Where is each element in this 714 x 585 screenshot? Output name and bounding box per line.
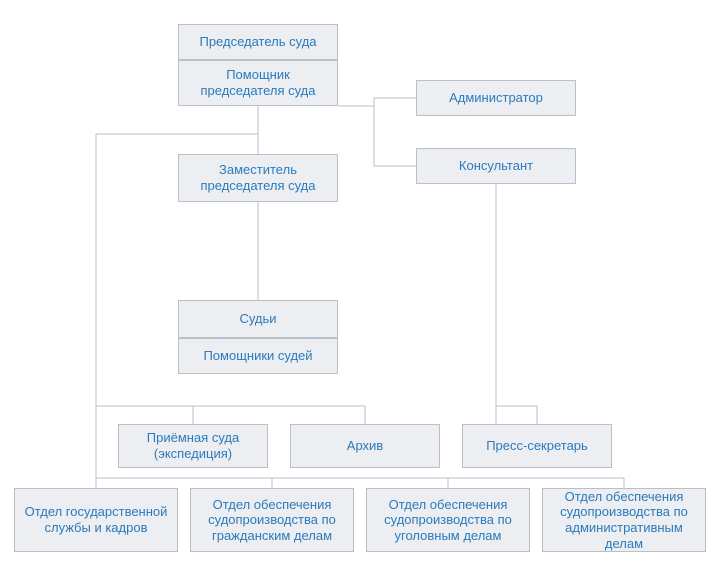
node-consult: Консультант xyxy=(416,148,576,184)
node-label: Заместитель председателя суда xyxy=(185,162,331,193)
node-label: Администратор xyxy=(449,90,543,106)
node-civ: Отдел обеспечения судопроизводства по гр… xyxy=(190,488,354,552)
node-crim: Отдел обеспечения судопроизводства по уг… xyxy=(366,488,530,552)
node-judges: Судьи xyxy=(178,300,338,338)
edge xyxy=(496,406,537,424)
node-hr: Отдел государственной службы и кадров xyxy=(14,488,178,552)
node-label: Пресс-секретарь xyxy=(486,438,588,454)
edge xyxy=(96,406,365,424)
node-label: Архив xyxy=(347,438,383,454)
node-label: Приёмная суда (экспедиция) xyxy=(125,430,261,461)
node-chair: Председатель суда xyxy=(178,24,338,60)
node-judge-asst: Помощники судей xyxy=(178,338,338,374)
node-chair-asst: Помощник председателя суда xyxy=(178,60,338,106)
node-label: Председатель суда xyxy=(199,34,316,50)
node-label: Судьи xyxy=(239,311,276,327)
edge xyxy=(96,478,272,488)
edge xyxy=(96,478,448,488)
node-label: Отдел государственной службы и кадров xyxy=(21,504,171,535)
node-label: Помощник председателя суда xyxy=(185,67,331,98)
node-label: Отдел обеспечения судопроизводства по уг… xyxy=(373,497,523,544)
org-chart: Председатель суда Помощник председателя с… xyxy=(0,0,714,585)
edge xyxy=(338,98,416,106)
node-label: Помощники судей xyxy=(203,348,312,364)
edge xyxy=(96,406,193,424)
node-adm: Отдел обеспечения судопроизводства по ад… xyxy=(542,488,706,552)
node-reception: Приёмная суда (экспедиция) xyxy=(118,424,268,468)
edge xyxy=(96,478,624,488)
node-label: Отдел обеспечения судопроизводства по гр… xyxy=(197,497,347,544)
node-deputy: Заместитель председателя суда xyxy=(178,154,338,202)
node-archive: Архив xyxy=(290,424,440,468)
node-press: Пресс-секретарь xyxy=(462,424,612,468)
node-label: Отдел обеспечения судопроизводства по ад… xyxy=(549,489,699,551)
node-admin: Администратор xyxy=(416,80,576,116)
edge xyxy=(338,106,416,166)
node-label: Консультант xyxy=(459,158,533,174)
